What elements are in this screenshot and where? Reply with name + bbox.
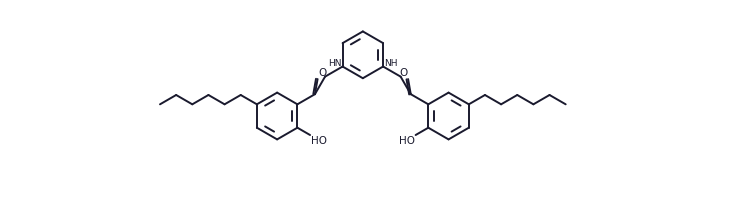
- Text: O: O: [319, 68, 327, 78]
- Text: HN: HN: [328, 59, 342, 68]
- Text: O: O: [399, 68, 408, 78]
- Text: HO: HO: [311, 136, 327, 146]
- Text: NH: NH: [383, 59, 397, 68]
- Text: HO: HO: [399, 136, 415, 146]
